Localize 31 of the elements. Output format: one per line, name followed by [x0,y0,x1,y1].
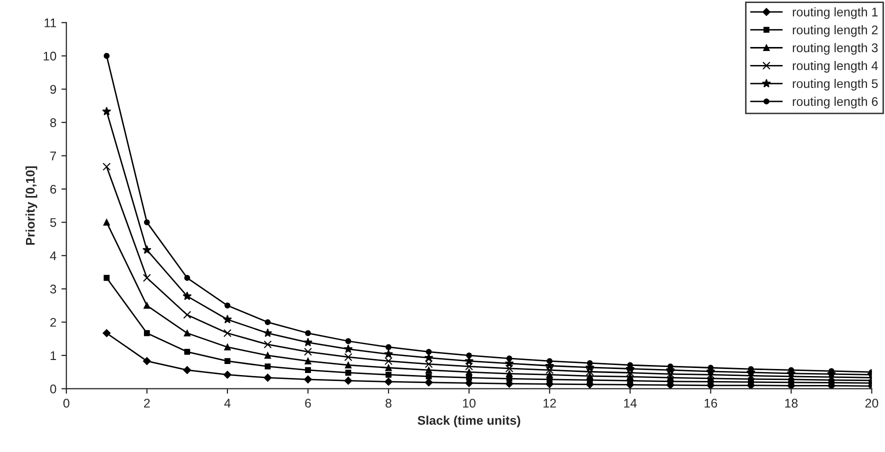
y-tick-label: 5 [50,218,56,227]
y-tick-label: 2 [50,318,56,327]
x-axis-title: Slack (time units) [418,416,520,428]
x-tick-label: 16 [704,398,718,408]
x-tick-label: 12 [544,398,556,408]
y-tick-label: 11 [44,18,56,28]
y-tick-label: 9 [50,84,56,94]
x-tick-label: 0 [63,398,70,408]
y-tick-label: 1 [50,351,56,360]
x-tick-label: 8 [386,398,392,408]
legend-label: routing length 1 [792,7,878,19]
y-tick-label: 7 [50,152,56,160]
x-tick-label: 18 [785,398,798,408]
x-tick-label: 10 [463,398,476,408]
legend-label: routing length 4 [792,60,878,73]
y-tick-label: 0 [50,384,56,394]
x-tick-label: 20 [865,398,878,408]
legend-label: routing length 6 [792,96,878,108]
legend-label: routing length 3 [792,43,878,55]
x-tick-label: 4 [224,398,231,408]
y-tick-label: 4 [50,252,56,260]
y-tick-label: 10 [44,52,56,61]
y-tick-label: 3 [50,284,56,294]
y-axis-title: Priority [0,10] [26,166,38,245]
x-tick-label: 14 [624,398,637,408]
y-tick-label: 8 [50,118,56,128]
y-tick-label: 6 [50,184,56,194]
legend-label: routing length 2 [792,25,878,37]
x-tick-label: 6 [305,398,311,408]
legend-label: routing length 5 [792,78,878,91]
x-tick-label: 2 [144,398,150,408]
